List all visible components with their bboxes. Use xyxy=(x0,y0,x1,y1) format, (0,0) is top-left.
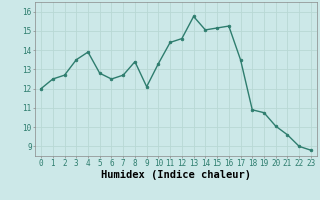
X-axis label: Humidex (Indice chaleur): Humidex (Indice chaleur) xyxy=(101,170,251,180)
